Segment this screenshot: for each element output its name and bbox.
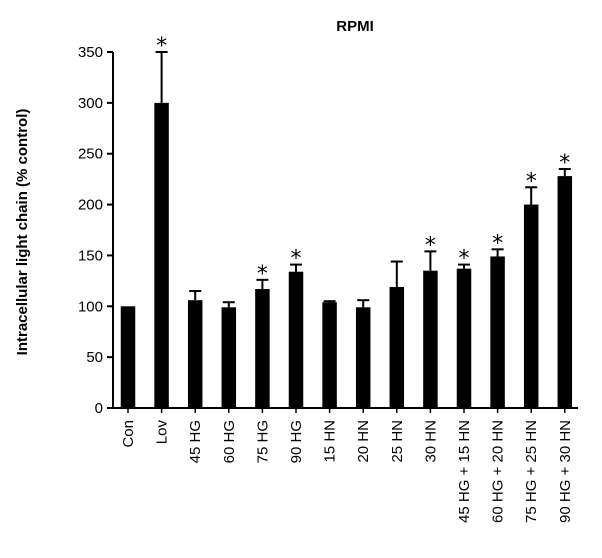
x-tick-label: Con bbox=[120, 420, 137, 448]
significance-asterisk: * bbox=[526, 169, 537, 194]
y-tick-label: 150 bbox=[78, 247, 103, 264]
significance-asterisk: * bbox=[425, 233, 436, 258]
bar bbox=[557, 176, 573, 408]
bar bbox=[456, 268, 472, 408]
x-tick-label: Lov bbox=[154, 420, 171, 445]
bar bbox=[490, 256, 505, 408]
x-tick-label: 90 HG bbox=[288, 420, 305, 463]
significance-asterisk: * bbox=[257, 262, 268, 287]
x-tick-label: 90 HG + 30 HN bbox=[557, 420, 574, 523]
bar bbox=[322, 302, 337, 408]
bar bbox=[355, 307, 371, 408]
y-tick-label: 250 bbox=[78, 146, 103, 163]
x-ticks-group: Con Lov 45 HG 60 HG 75 HG 90 HG 15 HN 20 HN 25 H… bbox=[120, 408, 574, 523]
chart-title: RPMI bbox=[336, 18, 374, 35]
significance-asterisk: * bbox=[291, 247, 302, 272]
x-tick-label: 15 HN bbox=[322, 420, 339, 463]
significance-asterisk: * bbox=[559, 151, 570, 176]
bar bbox=[423, 270, 438, 408]
x-tick-label: 75 HG + 25 HN bbox=[523, 420, 540, 523]
error-bars-group bbox=[155, 51, 571, 308]
y-axis-label: Intracellular light chain (% control) bbox=[14, 109, 31, 356]
x-tick-label: 25 HN bbox=[389, 420, 406, 463]
x-tick-label: 60 HG + 20 HN bbox=[490, 420, 507, 523]
y-ticks-group: 0 50 100 150 200 250 300 350 bbox=[78, 44, 113, 417]
x-tick-label: 20 HN bbox=[355, 420, 372, 463]
bar bbox=[288, 271, 304, 408]
bar bbox=[523, 204, 539, 408]
significance-markers-group: * * * * * * * * bbox=[156, 34, 570, 287]
y-tick-label: 200 bbox=[78, 197, 103, 214]
x-tick-label: 75 HG bbox=[254, 420, 271, 463]
bar bbox=[255, 288, 270, 408]
bar bbox=[187, 300, 203, 408]
x-tick-label: 45 HG + 15 HN bbox=[456, 420, 473, 523]
y-tick-label: 50 bbox=[86, 349, 103, 366]
significance-asterisk: * bbox=[156, 34, 167, 59]
axes-group bbox=[112, 52, 578, 409]
bar bbox=[389, 286, 405, 408]
significance-asterisk: * bbox=[492, 231, 503, 256]
y-tick-label: 300 bbox=[78, 95, 103, 112]
bar bbox=[221, 307, 237, 408]
y-tick-label: 350 bbox=[78, 44, 103, 61]
x-tick-label: 60 HG bbox=[221, 420, 238, 463]
x-tick-label: 30 HN bbox=[422, 420, 439, 463]
bar bbox=[120, 306, 136, 408]
y-tick-label: 0 bbox=[95, 400, 103, 417]
x-tick-label: 45 HG bbox=[187, 420, 204, 463]
bars-group bbox=[120, 102, 573, 408]
bar bbox=[154, 102, 169, 408]
significance-asterisk: * bbox=[459, 247, 470, 272]
y-tick-label: 100 bbox=[78, 298, 103, 315]
